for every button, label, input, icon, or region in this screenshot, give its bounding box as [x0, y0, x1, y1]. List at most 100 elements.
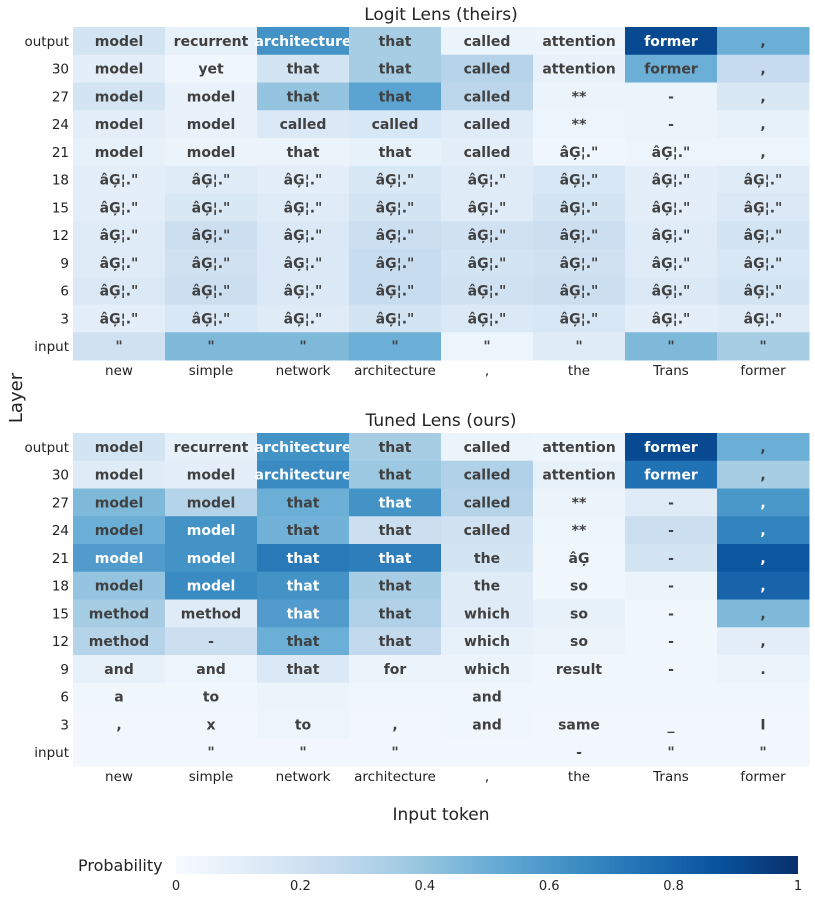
y-axis-label: Layer — [6, 372, 27, 423]
cell-label: âĢ¦." — [100, 173, 139, 189]
heatmap-cell — [165, 544, 258, 573]
cell-label: âĢ¦." — [100, 228, 139, 244]
cell-label: that — [379, 634, 412, 650]
cell-label: âĢ¦." — [468, 200, 507, 216]
y-tick-label: 21 — [52, 551, 69, 567]
cell-label: âĢ¦." — [560, 173, 599, 189]
cell-label: attention — [542, 34, 615, 50]
heatmap-cell — [165, 710, 258, 739]
heatmap-cell — [533, 110, 626, 139]
colorbar-tick-label: 0.4 — [414, 879, 435, 894]
cell-label: model — [95, 523, 144, 539]
cell-label: result — [556, 662, 602, 678]
heatmap-cell — [441, 599, 534, 628]
cell-label: and — [104, 662, 133, 678]
cell-label: - — [668, 551, 674, 567]
heatmap-cell — [349, 304, 442, 333]
heatmap-cell — [165, 249, 258, 278]
cell-label: that — [287, 523, 320, 539]
heatmap-cell — [165, 138, 258, 167]
heatmap-cell — [257, 738, 350, 767]
cell-label: method — [89, 606, 149, 622]
heatmap-cell — [349, 488, 442, 517]
cell-label: called — [464, 117, 511, 133]
y-tick-label: input — [34, 745, 69, 761]
heatmap-cell — [165, 221, 258, 250]
heatmap-cell — [717, 710, 810, 739]
cell-label: , — [760, 495, 765, 511]
cell-label: called — [464, 523, 511, 539]
cell-label: âĢ¦." — [560, 200, 599, 216]
cell-label: called — [464, 468, 511, 484]
cell-label: the — [474, 551, 500, 567]
heatmap-cell — [257, 193, 350, 222]
cell-label: , — [760, 523, 765, 539]
cell-label: that — [287, 551, 320, 567]
cell-label: . — [760, 662, 765, 678]
cell-label: âĢ¦." — [468, 284, 507, 300]
cell-label: - — [208, 634, 214, 650]
cell-label: and — [472, 717, 501, 733]
heatmap-cell — [349, 54, 442, 83]
cell-label: ** — [572, 117, 587, 133]
heatmap-cell — [257, 516, 350, 545]
heatmap-cell — [73, 82, 166, 111]
heatmap-cell — [533, 571, 626, 600]
heatmap-cell — [73, 433, 166, 462]
heatmap-cell — [625, 138, 718, 167]
cell-label: , — [116, 717, 121, 733]
heatmap-cell — [73, 544, 166, 573]
y-tick-label: output — [24, 440, 69, 456]
heatmap-cell — [717, 249, 810, 278]
heatmap-cell — [717, 627, 810, 656]
cell-label: " — [483, 339, 490, 355]
cell-label: âĢ¦." — [744, 200, 783, 216]
heatmap-cell — [165, 54, 258, 83]
heatmap-cell — [257, 710, 350, 739]
cell-label: which — [464, 634, 510, 650]
y-tick-label: output — [24, 34, 69, 50]
heatmap-cell — [257, 571, 350, 600]
heatmap-cell — [441, 82, 534, 111]
heatmap-cell — [625, 433, 718, 462]
heatmap-cell — [349, 82, 442, 111]
cell-label: , — [392, 717, 397, 733]
heatmap-cell — [165, 571, 258, 600]
heatmap-cell — [717, 276, 810, 305]
heatmap-cell — [257, 276, 350, 305]
heatmap-cell — [73, 249, 166, 278]
cell-label: âĢ¦." — [560, 228, 599, 244]
heatmap-cell — [73, 682, 166, 711]
heatmap-cell — [441, 165, 534, 194]
y-tick-label: 15 — [52, 200, 69, 216]
cell-label: , — [760, 606, 765, 622]
heatmap-cell — [625, 82, 718, 111]
heatmap-cell — [349, 221, 442, 250]
heatmap-cell — [625, 738, 718, 767]
cell-label: , — [760, 551, 765, 567]
cell-label: _ — [668, 717, 675, 733]
cell-label: I — [760, 717, 765, 733]
y-tick-label: 12 — [52, 228, 69, 244]
heatmap-cell — [73, 221, 166, 250]
cell-label: âĢ¦." — [100, 311, 139, 327]
heatmap-cell — [349, 460, 442, 489]
cell-label: architecture — [255, 440, 352, 456]
heatmap-cell — [165, 460, 258, 489]
cell-label: that — [379, 579, 412, 595]
heatmap-cell — [349, 193, 442, 222]
cell-label: - — [668, 89, 674, 105]
cell-label: model — [187, 89, 236, 105]
cell-label: âĢ¦." — [652, 311, 691, 327]
x-tick-label: simple — [189, 769, 234, 785]
heatmap-cell — [349, 332, 442, 361]
heatmap-cell — [717, 221, 810, 250]
heatmap-cell — [533, 488, 626, 517]
x-tick-label: network — [276, 769, 331, 785]
cell-label: âĢ¦." — [560, 145, 599, 161]
heatmap-cell — [717, 110, 810, 139]
cell-label: that — [379, 145, 412, 161]
heatmap-cell — [533, 82, 626, 111]
x-tick-label: former — [740, 769, 786, 785]
